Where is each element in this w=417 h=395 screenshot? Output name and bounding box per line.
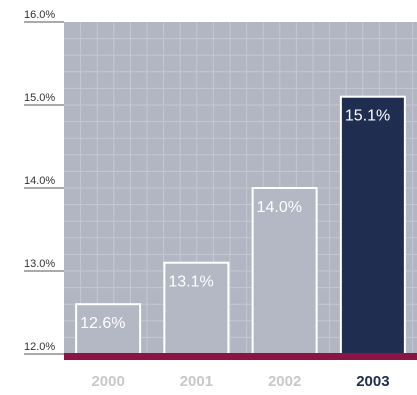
x-tick-label-2001: 2001 xyxy=(180,373,213,390)
y-tick-label: 14.0% xyxy=(24,175,55,187)
y-tick-label: 13.0% xyxy=(24,258,55,270)
bar-2001 xyxy=(163,261,230,356)
data-label-2003: 15.1% xyxy=(345,108,390,125)
y-tick-label: 12.0% xyxy=(24,341,55,353)
y-tick-label: 16.0% xyxy=(24,9,55,21)
data-label-2000: 12.6% xyxy=(80,315,125,332)
bar-2003 xyxy=(339,95,406,355)
x-tick-label-2000: 2000 xyxy=(91,373,124,390)
y-axis: 12.0% 13.0% 14.0% 15.0% 16.0% xyxy=(24,9,64,355)
baseline-bar xyxy=(64,353,417,360)
data-label-2002: 14.0% xyxy=(257,199,302,216)
y-tick-label: 15.0% xyxy=(24,92,55,104)
data-label-2001: 13.1% xyxy=(168,274,213,291)
x-tick-label-2002: 2002 xyxy=(268,373,301,390)
x-tick-label-2003: 2003 xyxy=(356,373,389,390)
x-axis: 2000 2001 2002 2003 xyxy=(91,373,389,390)
